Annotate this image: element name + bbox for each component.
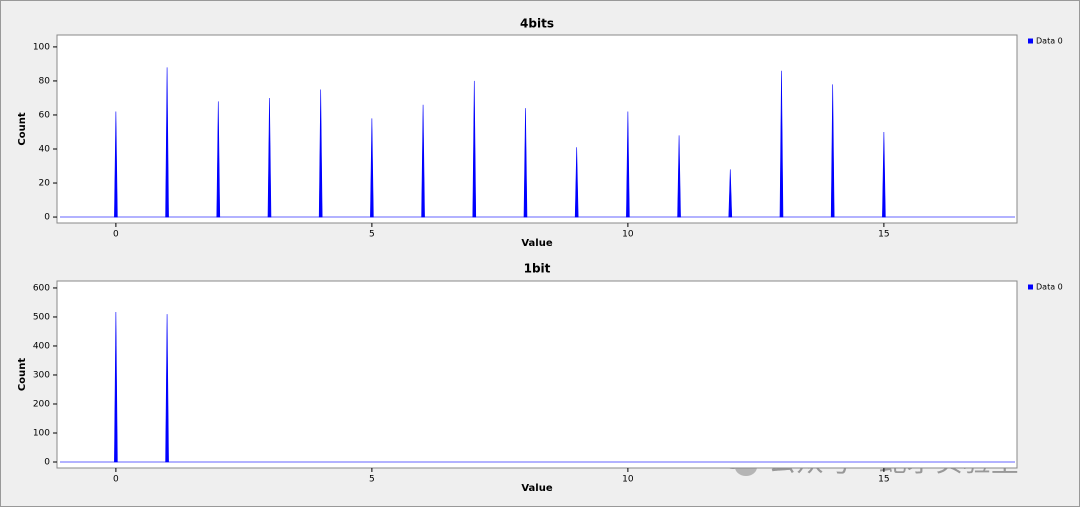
spike [830, 84, 835, 218]
y-tick-label: 20 [39, 179, 51, 189]
plot-area [56, 34, 1018, 224]
spike [267, 97, 272, 218]
legend-swatch [1028, 284, 1033, 290]
x-tick-label: 5 [369, 230, 375, 240]
spike [165, 314, 169, 463]
spike [216, 101, 221, 218]
spike [523, 108, 528, 218]
y-tick-label: 500 [33, 312, 50, 322]
spike [114, 111, 118, 218]
y-tick-label: 0 [44, 457, 50, 467]
y-tick-label: 100 [33, 42, 50, 52]
spike [370, 118, 374, 218]
y-tick-label: 100 [33, 428, 50, 438]
legend-swatch [1028, 38, 1033, 44]
x-tick-label: 0 [113, 230, 119, 240]
y-tick-label: 300 [33, 370, 50, 380]
y-tick-label: 600 [33, 283, 50, 293]
y-axis-label: Count [17, 112, 28, 145]
spike [472, 80, 477, 218]
plot-area [56, 280, 1018, 469]
legend-label: Data 0 [1036, 37, 1063, 46]
x-tick-label: 0 [113, 475, 119, 485]
x-tick-label: 10 [622, 230, 634, 240]
x-tick-label: 10 [622, 475, 634, 485]
spike [626, 111, 630, 218]
y-tick-label: 0 [44, 213, 50, 223]
x-axis-label: Value [521, 483, 552, 494]
spike [318, 89, 323, 218]
spike [728, 169, 733, 218]
y-tick-label: 40 [39, 144, 51, 154]
x-tick-label: 5 [369, 475, 375, 485]
y-tick-label: 80 [39, 76, 51, 86]
y-axis-label: Count [17, 358, 28, 391]
legend-label: Data 0 [1036, 283, 1063, 292]
spike [779, 70, 784, 218]
x-axis-label: Value [521, 238, 552, 249]
y-tick-label: 400 [33, 341, 50, 351]
y-tick-label: 200 [33, 399, 50, 409]
spike [165, 67, 169, 218]
spike [574, 147, 579, 218]
chart-title: 4bits [520, 17, 554, 31]
spike [882, 131, 886, 218]
spike [114, 312, 118, 463]
x-tick-label: 15 [878, 475, 889, 485]
x-tick-label: 15 [878, 230, 889, 240]
spike [677, 135, 681, 218]
y-tick-label: 60 [39, 110, 51, 120]
spike [421, 104, 425, 218]
chart-title: 1bit [524, 262, 551, 276]
